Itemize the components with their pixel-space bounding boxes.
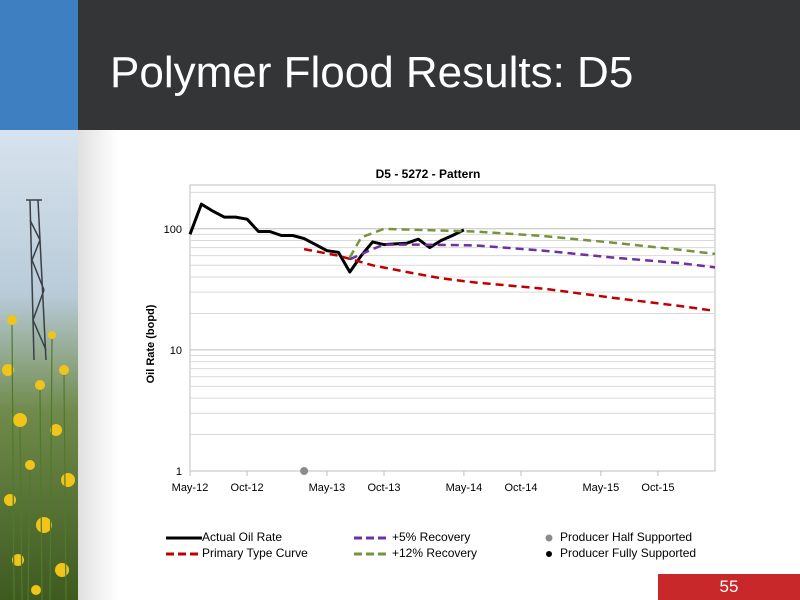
oil-rate-chart: D5 - 5272 - Pattern Oil Rate (bopd) 1 10 1… [145,167,716,494]
series-line-2 [349,243,716,269]
legend-label-actual: Actual Oil Rate [202,530,283,544]
content-shadow [78,130,118,600]
legend-label-primary: Primary Type Curve [202,546,308,560]
series-line-1 [303,247,716,313]
legend-swatch-full [546,551,552,557]
left-decor-strip [0,0,78,600]
x-tick-label: Oct-12 [231,482,264,494]
title-bar [78,0,800,130]
page-number: 55 [658,574,800,600]
y-tick-label: 100 [164,224,182,236]
x-tick-label: Oct-14 [504,482,537,494]
slide-title: Polymer Flood Results: D5 [110,48,634,97]
accent-block [0,0,78,130]
legend-swatch-5pct [354,536,390,540]
legend-swatch-primary [166,552,202,556]
legend-label-half: Producer Half Supported [560,530,693,544]
marker-point-0 [300,467,309,475]
oilfield-flower-photo [0,130,78,600]
chart-title: D5 - 5272 - Pattern [376,167,481,181]
x-tick-label: May-15 [583,482,620,494]
legend-label-12pct: +12% Recovery [392,546,478,560]
y-tick-label: 10 [170,345,182,357]
legend-swatch-actual [166,536,202,540]
x-tick-label: May-12 [172,482,209,494]
x-tick-label: May-13 [309,482,346,494]
legend-swatch-half [545,534,553,542]
y-tick-label: 1 [176,466,182,478]
x-tick-label: May-14 [446,482,483,494]
series-line-0 [188,202,465,274]
x-tick-label: Oct-13 [368,482,401,494]
legend-swatch-12pct [354,552,390,556]
y-axis-label: Oil Rate (bopd) [145,304,157,383]
plot-frame [189,184,716,472]
legend-label-5pct: +5% Recovery [392,530,471,544]
series-line-3 [348,227,716,259]
x-tick-label: Oct-15 [641,482,674,494]
legend-label-full: Producer Fully Supported [560,546,697,560]
